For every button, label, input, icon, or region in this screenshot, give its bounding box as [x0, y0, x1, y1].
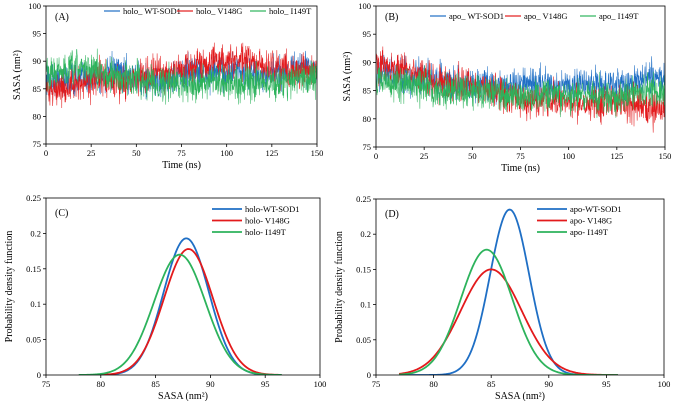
- x-tick-label: 150: [311, 148, 324, 158]
- y-tick-label: 75: [363, 142, 372, 152]
- y-tick-label: 90: [33, 56, 42, 66]
- x-tick-label: 100: [562, 151, 575, 161]
- pdf-curve-apo-i149t: [398, 248, 618, 375]
- y-tick-label: 100: [28, 1, 41, 11]
- y-tick-label: 80: [33, 111, 42, 121]
- chart-panel-c: 75 80 85 90 95 100 0 0.05 0.1 0.15 0.2 0.25 SASA (nm…: [4, 193, 326, 401]
- x-tick-label: 80: [97, 379, 106, 389]
- x-tick-label: 75: [177, 148, 186, 158]
- panel-label: (C): [55, 208, 68, 219]
- legend: apo_ WT-SOD1 apo_ V148G apo_ I149T: [430, 11, 639, 21]
- legend-entry: holo_ I149T: [269, 6, 312, 16]
- legend-entry: holo_ V148G: [196, 6, 242, 16]
- y-axis-label: SASA (nm²): [342, 52, 353, 102]
- x-tick-label: 75: [42, 379, 51, 389]
- series-line-holo-v148g: [46, 42, 317, 108]
- x-axis-label: Time (ns): [162, 160, 201, 171]
- plot-frame: [45, 197, 321, 376]
- x-tick-label: 95: [261, 379, 270, 389]
- y-tick-label: 85: [33, 84, 42, 94]
- legend-entry: apo_ I149T: [599, 11, 639, 21]
- legend-entry: holo_ WT-SOD1: [123, 6, 181, 16]
- legend-entry: apo_ WT-SOD1: [449, 11, 504, 21]
- chart-panel-a: 0 25 50 75 100 125 150 75 80 85 90 95 100 Time (ns) SA…: [12, 1, 323, 171]
- y-tick-label: 0.25: [356, 194, 371, 204]
- pdf-curve-holo-i149t: [78, 253, 282, 375]
- y-tick-label: 90: [363, 57, 372, 67]
- x-tick-label: 85: [151, 379, 160, 389]
- legend-entry: apo-WT-SOD1: [570, 204, 622, 214]
- y-tick-label: 85: [363, 86, 372, 96]
- panel-label: (D): [385, 209, 399, 220]
- y-tick-label: 0: [367, 370, 371, 380]
- panel-label: (B): [385, 12, 398, 23]
- legend: holo_ WT-SOD1 holo_ V148G holo_ I149T: [104, 6, 312, 16]
- x-tick-label: 0: [374, 151, 378, 161]
- pdf-curve-holo-wt-sod1: [78, 237, 282, 375]
- pdf-curve-holo-v148g: [78, 248, 282, 375]
- x-tick-label: 150: [659, 151, 672, 161]
- plot-area: [46, 42, 317, 108]
- x-axis-label: Time (ns): [501, 163, 540, 174]
- legend-entry: apo- V148G: [570, 216, 612, 226]
- legend-entry: holo- I149T: [245, 227, 287, 237]
- y-tick-label: 0: [37, 370, 41, 380]
- y-tick-label: 0.15: [356, 264, 371, 274]
- y-tick-label: 0.05: [356, 335, 371, 345]
- chart-panel-b: 0 25 50 75 100 125 150 75 80 85 90 95 100 Time (ns) SA…: [342, 1, 671, 174]
- x-tick-label: 90: [545, 379, 554, 389]
- x-tick-label: 80: [429, 379, 438, 389]
- y-axis-label: SASA (nm²): [12, 50, 23, 100]
- y-tick-label: 100: [358, 1, 371, 11]
- y-tick-label: 0.2: [30, 228, 41, 238]
- x-tick-label: 125: [265, 148, 278, 158]
- panel-label: (A): [55, 12, 69, 23]
- y-tick-label: 0.2: [360, 229, 371, 239]
- x-tick-label: 25: [420, 151, 429, 161]
- legend-entry: holo- V148G: [245, 216, 290, 226]
- plot-area: [376, 46, 665, 133]
- x-tick-label: 75: [372, 379, 381, 389]
- plot-area: [78, 237, 282, 375]
- series-line-apo-i149t: [376, 65, 665, 118]
- x-axis-label: SASA (nm²): [495, 391, 545, 401]
- legend-entry: apo_ V148G: [524, 11, 568, 21]
- y-tick-label: 95: [33, 29, 42, 39]
- y-axis-label: Probability density function: [4, 231, 15, 343]
- y-tick-label: 80: [363, 114, 372, 124]
- series-line-holo-i149t: [46, 48, 317, 105]
- y-axis-label: Probability density function: [334, 231, 345, 343]
- x-axis-label: SASA (nm²): [158, 391, 208, 401]
- y-tick-label: 0.25: [26, 193, 41, 203]
- legend-entry: holo-WT-SOD1: [245, 204, 299, 214]
- x-tick-label: 0: [44, 148, 48, 158]
- x-tick-label: 50: [468, 151, 477, 161]
- chart-panel-d: 75 80 85 90 95 100 0 0.05 0.1 0.15 0.2 0.25 SASA (nm…: [334, 194, 670, 401]
- y-tick-label: 0.05: [26, 335, 41, 345]
- legend-entry: apo- I149T: [570, 227, 609, 237]
- y-tick-label: 0.1: [30, 299, 41, 309]
- x-tick-label: 100: [220, 148, 233, 158]
- y-tick-label: 75: [33, 139, 42, 149]
- x-tick-label: 90: [206, 379, 215, 389]
- y-tick-label: 0.1: [360, 300, 371, 310]
- y-tick-label: 0.15: [26, 264, 41, 274]
- x-tick-label: 75: [516, 151, 525, 161]
- x-tick-label: 125: [610, 151, 623, 161]
- x-tick-label: 85: [487, 379, 496, 389]
- y-tick-label: 95: [363, 29, 372, 39]
- x-tick-label: 100: [658, 379, 671, 389]
- x-tick-label: 25: [87, 148, 96, 158]
- x-tick-label: 50: [132, 148, 141, 158]
- x-tick-label: 100: [314, 379, 327, 389]
- x-tick-label: 95: [602, 379, 611, 389]
- plot-frame: [375, 198, 665, 376]
